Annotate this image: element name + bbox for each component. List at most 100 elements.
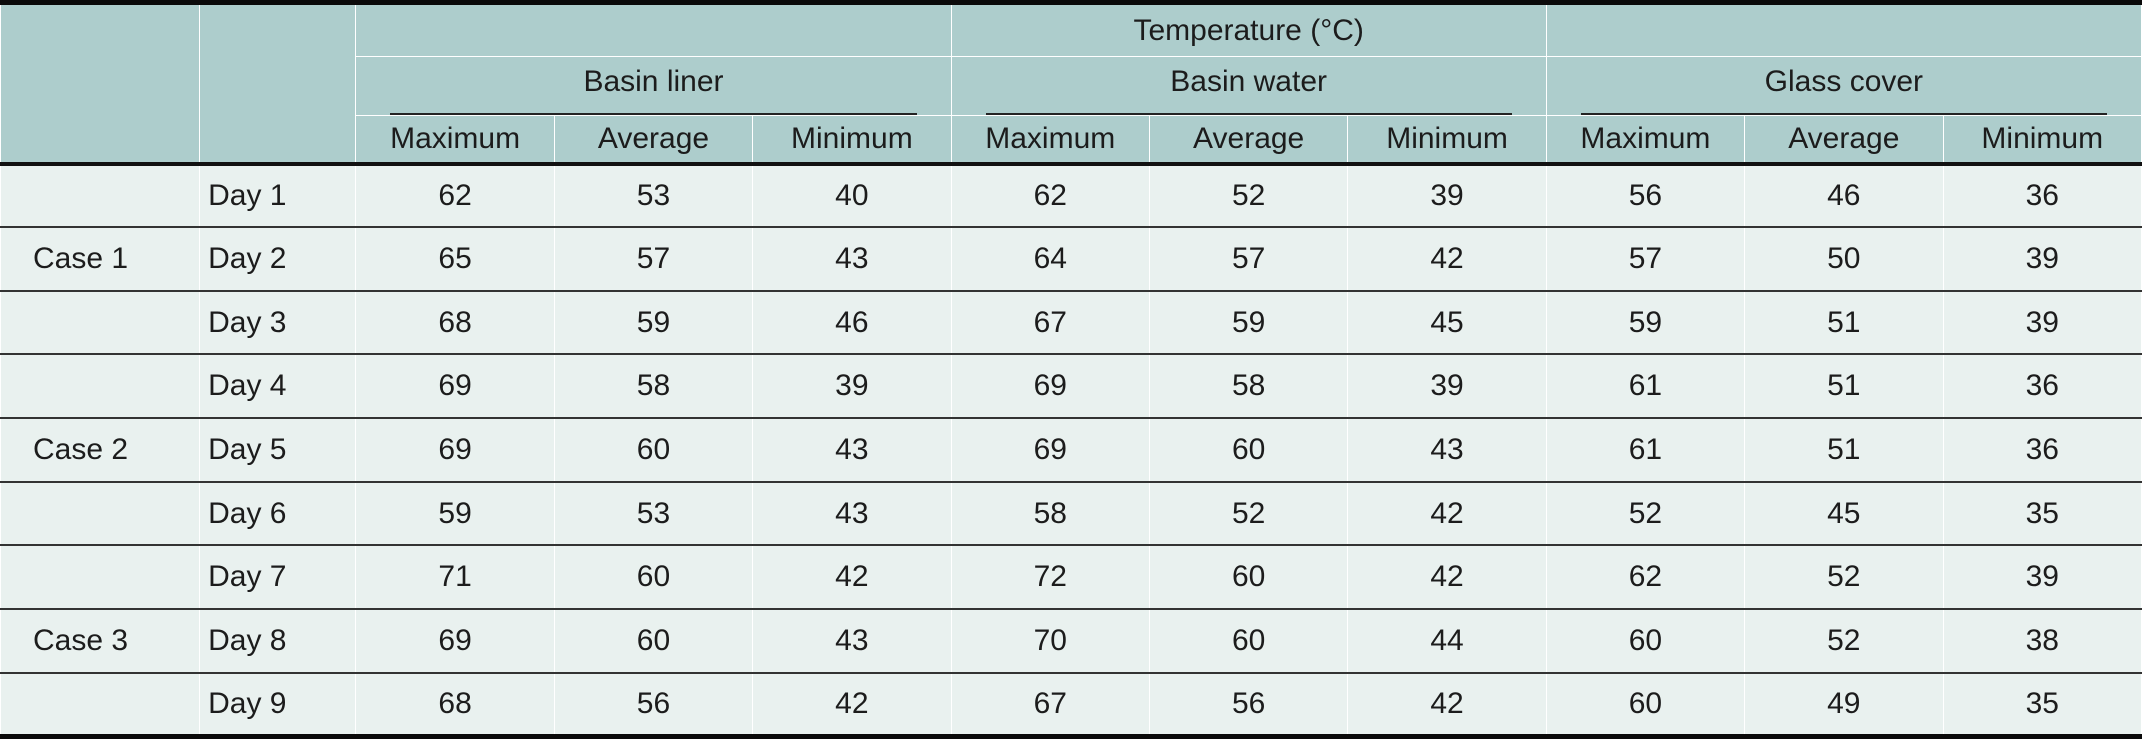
value-cell: 36 [1942,163,2142,228]
table-row: Day 4 69 58 39 69 58 39 61 51 36 [0,353,2142,419]
value-cell: 43 [752,608,952,674]
value-cell: 69 [355,353,555,419]
case-cell [0,481,201,546]
table-title: Temperature (°C) [950,2,1547,57]
value-cell: 50 [1744,226,1944,292]
value-cell: 61 [1545,353,1746,419]
value-cell: 44 [1347,608,1547,674]
value-cell: 65 [355,226,555,292]
value-cell: 68 [355,672,555,737]
case-cell: Case 2 [0,417,201,483]
value-cell: 35 [1942,481,2142,546]
value-cell: 58 [950,481,1150,546]
subheader-row: Maximum Average Minimum Maximum Average … [1,115,2142,164]
value-cell: 42 [1347,544,1547,610]
table-row: Day 3 68 59 46 67 59 45 59 51 39 [0,290,2142,355]
value-cell: 62 [355,163,555,228]
value-cell: 39 [1942,226,2142,292]
value-cell: 52 [1744,544,1944,610]
value-cell: 39 [1942,544,2142,610]
subheader-glass-minimum: Minimum [1942,115,2142,164]
value-cell: 60 [553,544,754,610]
value-cell: 53 [553,481,754,546]
value-cell: 42 [1347,481,1547,546]
table-header: Temperature (°C) Basin liner Basin water… [0,2,2142,164]
subheader-liner-maximum: Maximum [355,115,555,164]
day-cell: Day 2 [199,226,357,292]
value-cell: 59 [1148,290,1349,355]
table-row: Day 6 59 53 43 58 52 42 52 45 35 [0,481,2142,546]
value-cell: 56 [1148,672,1349,737]
value-cell: 51 [1744,353,1944,419]
value-cell: 42 [752,544,952,610]
value-cell: 56 [553,672,754,737]
value-cell: 52 [1148,481,1349,546]
value-cell: 71 [355,544,555,610]
value-cell: 57 [1148,226,1349,292]
value-cell: 56 [1545,163,1746,228]
case-cell [0,544,201,610]
value-cell: 59 [355,481,555,546]
value-cell: 36 [1942,417,2142,483]
day-cell: Day 4 [199,353,357,419]
value-cell: 72 [950,544,1150,610]
value-cell: 52 [1545,481,1746,546]
subheader-liner-minimum: Minimum [752,115,952,164]
value-cell: 38 [1942,608,2142,674]
value-cell: 69 [355,417,555,483]
value-cell: 43 [1347,417,1547,483]
value-cell: 58 [1148,353,1349,419]
value-cell: 60 [553,608,754,674]
value-cell: 57 [553,226,754,292]
group-header-basin-water: Basin water [950,56,1547,116]
value-cell: 60 [1148,608,1349,674]
value-cell: 42 [1347,672,1547,737]
value-cell: 52 [1744,608,1944,674]
case-cell [0,353,201,419]
day-cell: Day 3 [199,290,357,355]
value-cell: 46 [752,290,952,355]
table-row: Case 1 Day 2 65 57 43 64 57 42 57 50 39 [0,226,2142,292]
group-header-basin-liner: Basin liner [355,56,952,116]
group-header-glass-cover: Glass cover [1545,56,2142,116]
value-cell: 58 [553,353,754,419]
value-cell: 39 [1942,290,2142,355]
value-cell: 60 [1545,672,1746,737]
table-body: Day 1 62 53 40 62 52 39 56 46 36 Case 1 … [0,163,2142,737]
case-cell: Case 3 [0,608,201,674]
value-cell: 60 [1148,417,1349,483]
case-cell: Case 1 [0,226,201,292]
value-cell: 42 [1347,226,1547,292]
value-cell: 59 [1545,290,1746,355]
value-cell: 45 [1347,290,1547,355]
group-header-row: Basin liner Basin water Glass cover [1,56,2142,116]
subheader-glass-average: Average [1744,115,1944,164]
value-cell: 60 [553,417,754,483]
day-cell: Day 7 [199,544,357,610]
value-cell: 69 [950,417,1150,483]
value-cell: 40 [752,163,952,228]
value-cell: 42 [752,672,952,737]
value-cell: 49 [1744,672,1944,737]
value-cell: 67 [950,290,1150,355]
table-row: Day 1 62 53 40 62 52 39 56 46 36 [0,163,2142,228]
subheader-liner-average: Average [553,115,754,164]
value-cell: 67 [950,672,1150,737]
value-cell: 39 [1347,163,1547,228]
value-cell: 64 [950,226,1150,292]
value-cell: 43 [752,417,952,483]
title-row: Temperature (°C) [0,2,2142,164]
value-cell: 62 [950,163,1150,228]
value-cell: 35 [1942,672,2142,737]
value-cell: 36 [1942,353,2142,419]
day-cell: Day 9 [199,672,357,737]
value-cell: 43 [752,226,952,292]
day-cell: Day 6 [199,481,357,546]
value-cell: 69 [355,608,555,674]
value-cell: 62 [1545,544,1746,610]
case-cell [0,290,201,355]
group-label-basin-liner: Basin liner [390,58,917,115]
case-column-header [0,2,201,164]
value-cell: 60 [1148,544,1349,610]
